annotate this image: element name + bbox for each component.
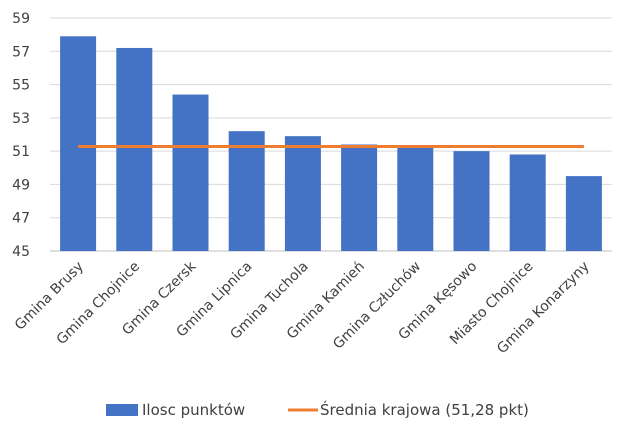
y-tick-label: 57 xyxy=(12,44,30,60)
legend: Ilosc punktów Średnia krajowa (51,28 pkt… xyxy=(106,400,529,419)
bar xyxy=(509,154,546,251)
y-tick-label: 55 xyxy=(12,78,30,94)
y-tick-label: 49 xyxy=(12,177,30,193)
legend-label-bar: Ilosc punktów xyxy=(142,401,245,419)
y-axis: 45 47 49 51 53 55 57 59 xyxy=(12,11,30,260)
bar-series xyxy=(60,36,602,252)
y-tick-label: 45 xyxy=(12,244,30,260)
bar xyxy=(284,136,321,251)
bar xyxy=(397,146,434,251)
y-tick-label: 51 xyxy=(12,144,30,160)
bar xyxy=(172,94,209,251)
bar xyxy=(453,151,490,251)
y-tick-label: 47 xyxy=(12,211,30,227)
bar xyxy=(116,47,153,252)
bar xyxy=(228,131,265,251)
x-tick-label: Gmina Konarzyny xyxy=(494,259,593,358)
legend-label-line: Średnia krajowa (51,28 pkt) xyxy=(320,400,529,419)
legend-swatch-bar xyxy=(106,404,138,416)
y-tick-label: 59 xyxy=(12,11,30,27)
bar xyxy=(341,144,378,251)
bar xyxy=(60,36,97,251)
bar xyxy=(565,176,602,251)
y-tick-label: 53 xyxy=(12,111,30,127)
